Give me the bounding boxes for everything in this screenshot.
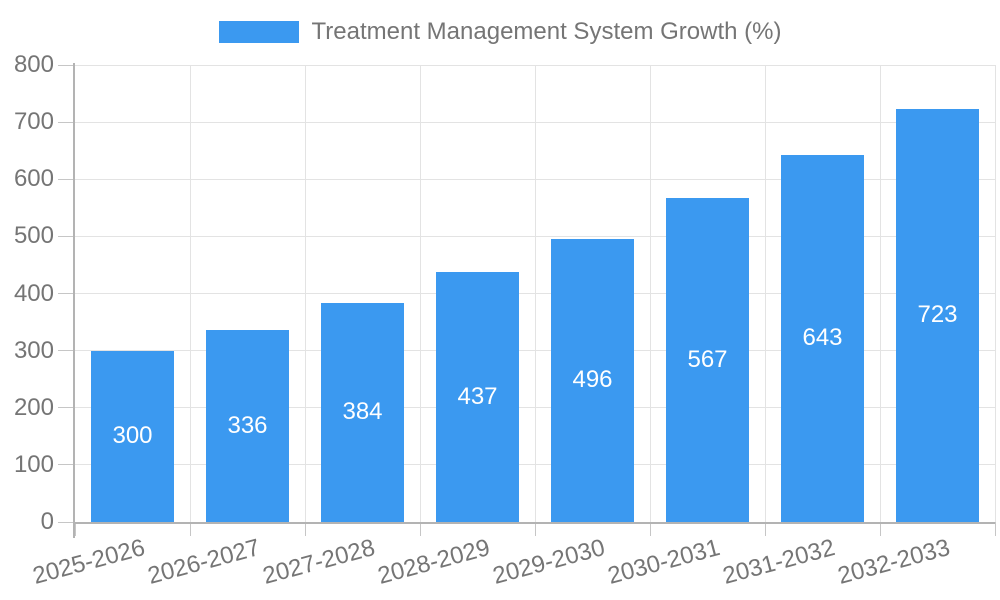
x-axis-label: 2027-2028 xyxy=(259,534,378,590)
bar xyxy=(91,350,174,522)
bar xyxy=(666,198,749,522)
legend[interactable]: Treatment Management System Growth (%) xyxy=(0,15,1000,49)
bar-value-label: 437 xyxy=(457,383,498,411)
x-axis-label: 2032-2033 xyxy=(834,534,953,590)
x-tick-mark xyxy=(74,522,76,536)
y-axis-label: 100 xyxy=(13,450,54,478)
y-axis-label: 400 xyxy=(13,279,54,307)
y-tick-mark xyxy=(58,121,75,123)
x-tick-mark xyxy=(534,522,536,536)
bar-value-label: 643 xyxy=(802,324,843,352)
bar-value-label: 336 xyxy=(227,412,268,440)
x-tick-mark xyxy=(994,522,996,536)
x-gridline xyxy=(419,65,421,522)
y-axis-label: 200 xyxy=(13,393,54,421)
bar-value-label: 496 xyxy=(572,366,613,394)
y-tick-mark xyxy=(58,464,75,466)
x-gridline xyxy=(189,65,191,522)
y-tick-mark xyxy=(58,235,75,237)
y-axis-label: 0 xyxy=(40,508,54,535)
x-axis-line xyxy=(75,522,995,524)
x-tick-mark xyxy=(764,522,766,536)
bar xyxy=(321,302,404,522)
x-tick-mark xyxy=(189,522,191,536)
x-tick-mark xyxy=(419,522,421,536)
x-tick-mark xyxy=(304,522,306,536)
bar xyxy=(436,272,519,522)
y-axis-line xyxy=(73,63,75,538)
x-axis-label: 2031-2032 xyxy=(719,534,838,590)
bar xyxy=(551,238,634,522)
x-gridline xyxy=(764,65,766,522)
bar-value-label: 384 xyxy=(342,398,383,426)
y-tick-mark xyxy=(58,521,75,523)
bar xyxy=(781,154,864,522)
x-gridline xyxy=(649,65,651,522)
x-gridline xyxy=(304,65,306,522)
x-axis-label: 2030-2031 xyxy=(604,534,723,590)
x-axis-label: 2025-2026 xyxy=(29,534,148,590)
x-tick-mark xyxy=(649,522,651,536)
y-axis-label: 500 xyxy=(13,222,54,250)
bar-value-label: 300 xyxy=(112,422,153,450)
x-axis-label: 2029-2030 xyxy=(489,534,608,590)
bar-value-label: 723 xyxy=(917,301,958,329)
y-axis-label: 700 xyxy=(13,108,54,136)
x-gridline xyxy=(879,65,881,522)
x-axis-label: 2028-2029 xyxy=(374,534,493,590)
y-tick-mark xyxy=(58,293,75,294)
x-axis-label: 2026-2027 xyxy=(144,534,263,590)
legend-label: Treatment Management System Growth (%) xyxy=(311,18,782,45)
y-tick-mark xyxy=(58,178,75,180)
bar xyxy=(206,330,289,522)
y-axis-label: 300 xyxy=(13,336,54,364)
x-gridline xyxy=(534,65,536,522)
y-tick-mark xyxy=(58,350,75,352)
y-axis-label: 800 xyxy=(13,51,54,78)
x-tick-mark xyxy=(879,522,881,536)
x-gridline xyxy=(994,65,996,522)
bar xyxy=(896,108,979,522)
y-axis-label: 600 xyxy=(13,165,54,193)
y-tick-mark xyxy=(58,407,75,409)
y-tick-mark xyxy=(58,64,75,66)
legend-swatch xyxy=(218,21,299,43)
bar-value-label: 567 xyxy=(687,346,728,374)
